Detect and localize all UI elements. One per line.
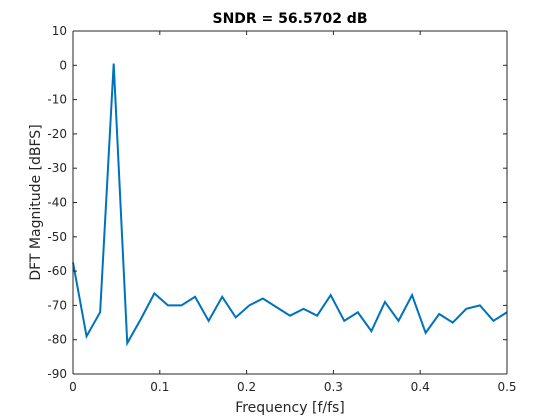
y-tick-label: -10 bbox=[47, 93, 67, 107]
y-tick-label: -40 bbox=[47, 196, 67, 210]
x-tick-label: 0 bbox=[69, 380, 77, 394]
y-tick-label: -60 bbox=[47, 264, 67, 278]
x-tick-label: 0.1 bbox=[150, 380, 169, 394]
x-tick-label: 0.4 bbox=[411, 380, 430, 394]
chart-title: SNDR = 56.5702 dB bbox=[212, 11, 367, 27]
y-axis-label: DFT Magnitude [dBFS] bbox=[28, 124, 44, 280]
y-tick-label: -30 bbox=[47, 161, 67, 175]
series-line-0 bbox=[72, 63, 508, 347]
y-tick-label: -50 bbox=[47, 230, 67, 244]
x-tick-label: 0.2 bbox=[237, 380, 256, 394]
y-tick-label: -90 bbox=[47, 367, 67, 381]
tick-marks bbox=[72, 30, 508, 375]
plot-area bbox=[73, 31, 507, 374]
x-tick-label: 0.5 bbox=[497, 380, 516, 394]
y-tick-label: -70 bbox=[47, 298, 67, 312]
x-tick-label: 0.3 bbox=[324, 380, 343, 394]
data-layer bbox=[72, 63, 508, 347]
y-tick-label: -80 bbox=[47, 333, 67, 347]
x-axis-label: Frequency [f/fs] bbox=[235, 400, 345, 416]
y-tick-label: 10 bbox=[52, 24, 67, 38]
tick-labels: 0 0.1 0.2 0.3 0.4 0.5 10 0 -10 -20 -30 -40 -50 -60 -70… bbox=[47, 24, 516, 394]
y-tick-label: -20 bbox=[47, 127, 67, 141]
y-tick-label: 0 bbox=[59, 58, 67, 72]
